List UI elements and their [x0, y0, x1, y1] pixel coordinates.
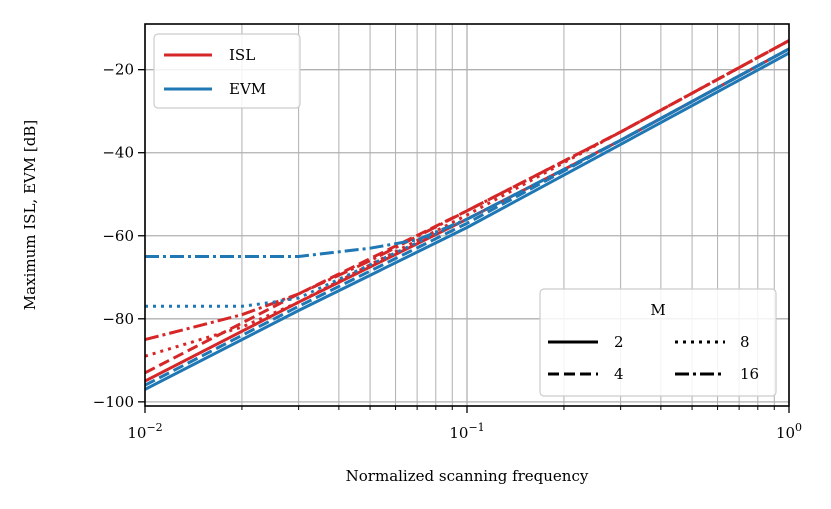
y-tick-label: −80 — [102, 310, 134, 328]
y-tick-label: −20 — [102, 61, 134, 79]
legend-label-m16: 16 — [740, 365, 759, 383]
legend-label-m8: 8 — [740, 333, 750, 351]
series-evm-m16 — [145, 47, 790, 258]
legend-m-title: M — [650, 301, 665, 319]
legend-metric-box — [153, 33, 301, 109]
legend-label-m2: 2 — [614, 333, 624, 351]
y-tick-label: −100 — [93, 393, 134, 411]
series-evm-m8 — [145, 47, 790, 308]
legend-metric: ISL EVM — [153, 33, 301, 109]
series-evm-m2 — [144, 51, 790, 391]
legend-label-evm: EVM — [229, 80, 266, 98]
x-axis-label: Normalized scanning frequency — [346, 467, 589, 485]
y-axis-label: Maximum ISL, EVM [dB] — [21, 120, 39, 310]
legend-label-isl: ISL — [229, 46, 255, 64]
legend-label-m4: 4 — [614, 365, 624, 383]
y-tick-label: −40 — [102, 144, 134, 162]
series-isl-m16 — [144, 39, 790, 342]
x-tick-label: 10−2 — [127, 421, 162, 442]
series-layer — [144, 39, 790, 391]
legend-m: M 2 8 4 16 — [539, 288, 777, 397]
y-tick-label: −60 — [102, 227, 134, 245]
axis-ticks: −100 −80 −60 −40 −20 10−2 10−1 100 — [93, 61, 802, 442]
x-tick-label: 10−1 — [449, 421, 484, 442]
x-tick-label: 100 — [776, 421, 802, 442]
legend-m-box — [539, 288, 777, 397]
